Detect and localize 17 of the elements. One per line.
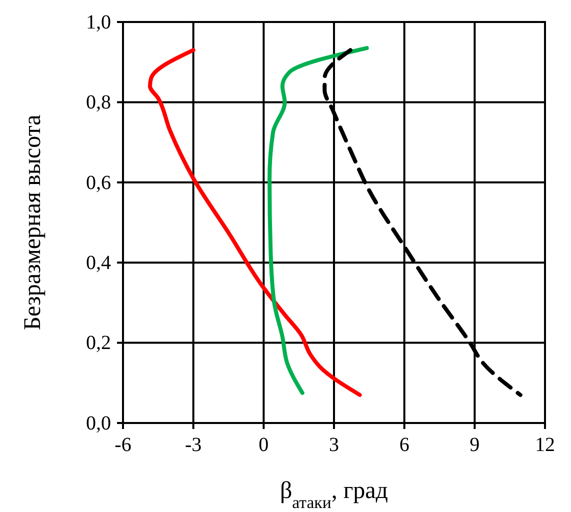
x-tick-label: 6 [399, 434, 410, 456]
x-axis-title: β$_{атаки}$, град [280, 478, 388, 512]
x-tick-label: 12 [535, 434, 555, 456]
x-tick-label: 9 [470, 434, 480, 456]
x-tick-label: -3 [184, 434, 202, 456]
y-tick-label: 0,6 [86, 172, 111, 194]
y-tick-label: 0,4 [86, 252, 111, 274]
y-tick-label: 0,0 [86, 412, 111, 434]
x-tick-label: 0 [258, 434, 269, 456]
line-series [268, 46, 369, 395]
y-tick-label: 0,8 [86, 92, 111, 114]
x-tick-label: 3 [329, 434, 339, 456]
y-tick-label: 1,0 [86, 11, 111, 34]
y-axis-title: Безразмерная высота [20, 114, 46, 330]
y-tick-label: 0,2 [86, 332, 111, 354]
x-tick-label: -6 [114, 434, 132, 456]
line-series [148, 48, 362, 397]
